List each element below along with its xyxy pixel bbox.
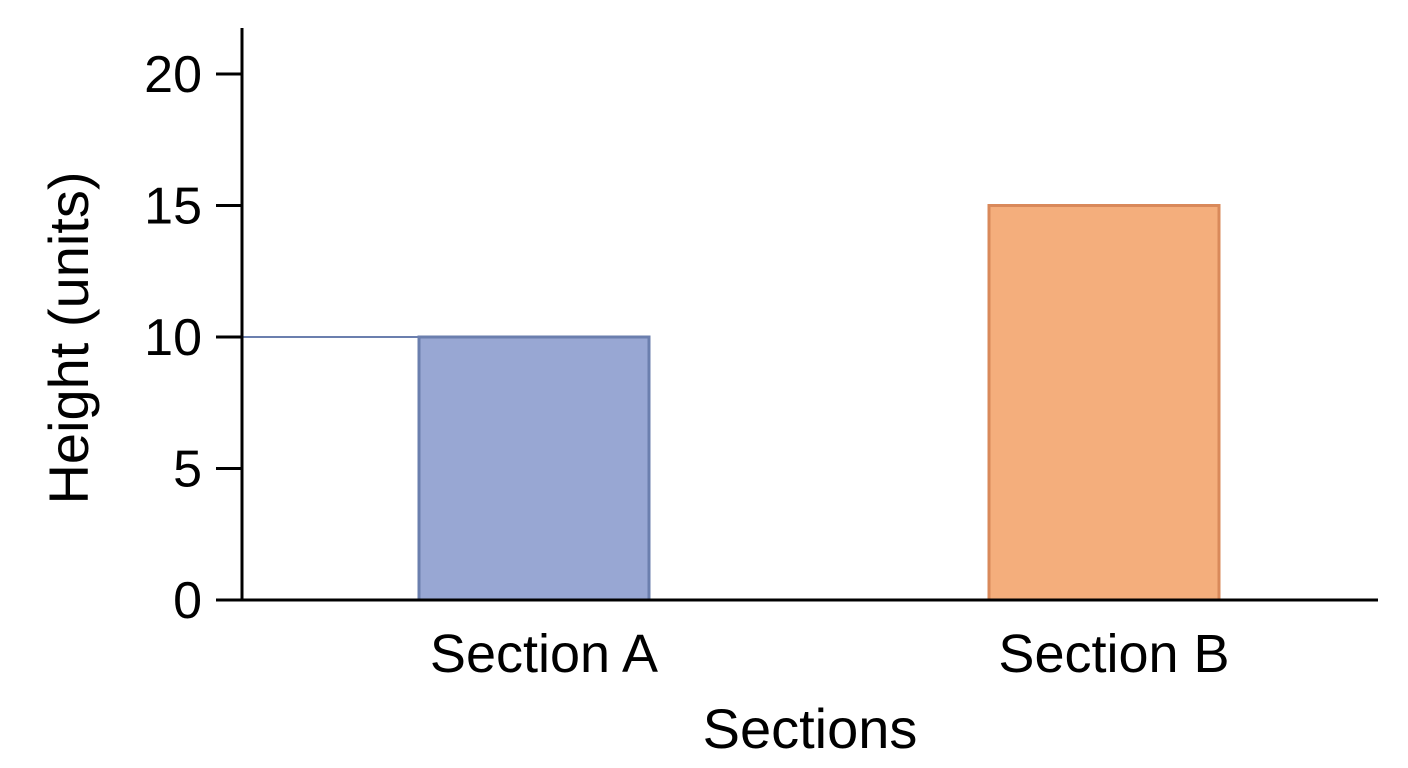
bar	[417, 335, 651, 602]
x-tick-label: Section B	[998, 624, 1229, 684]
y-tick-label: 15	[144, 178, 202, 236]
y-tick-label: 10	[144, 309, 202, 367]
y-tick-label: 20	[144, 46, 202, 104]
x-axis-title: Sections	[703, 697, 918, 760]
x-tick-label: Section A	[430, 624, 658, 684]
x-axis: Section A Section B	[430, 624, 1230, 684]
y-tick-label: 5	[173, 441, 202, 499]
bar	[987, 204, 1221, 602]
y-axis: 0 5 10 15 20	[144, 46, 242, 630]
y-axis-title: Height (units)	[37, 171, 100, 504]
y-tick-label: 0	[173, 572, 202, 630]
plot-area	[242, 204, 1221, 602]
